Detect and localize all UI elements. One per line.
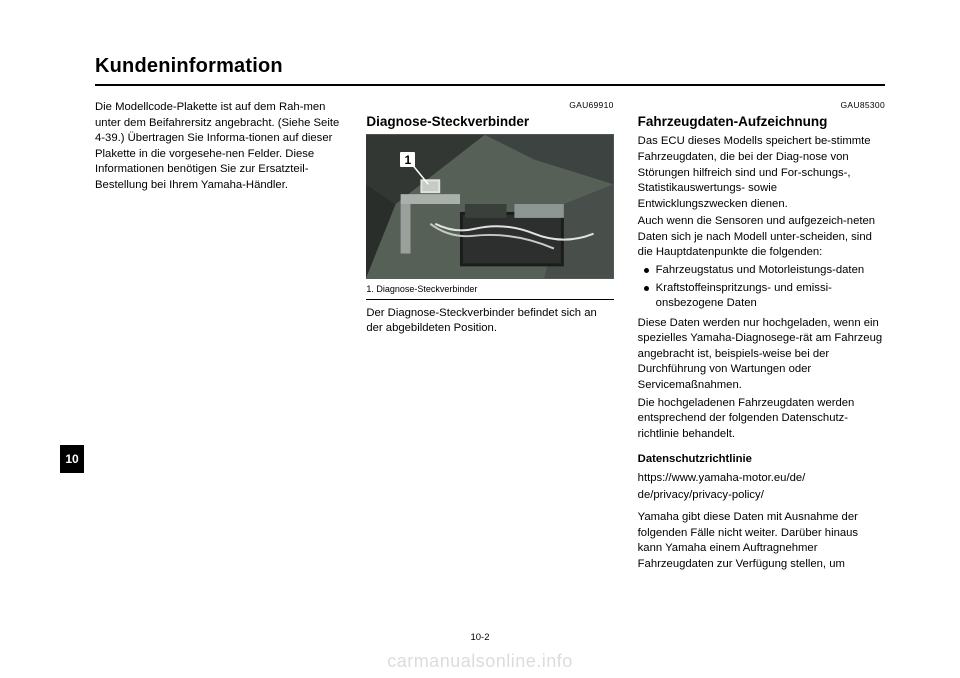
section-code: GAU85300 xyxy=(638,100,885,112)
page-title: Kundeninformation xyxy=(95,55,885,78)
list-item: Fahrzeugstatus und Motorleistungs-daten xyxy=(638,263,885,279)
col3-paragraph-5: Yamaha gibt diese Daten mit Ausnahme der… xyxy=(638,510,885,572)
diagnostic-connector-figure: 1 xyxy=(366,134,613,279)
col3-paragraph-4: Die hochgeladenen Fahrzeugdaten werden e… xyxy=(638,396,885,443)
bullet-list: Fahrzeugstatus und Motorleistungs-daten … xyxy=(638,263,885,312)
column-3: GAU85300 Fahrzeugdaten-Aufzeichnung Das … xyxy=(638,100,885,574)
section-heading: Fahrzeugdaten-Aufzeichnung xyxy=(638,113,885,132)
col3-paragraph-1: Das ECU dieses Modells speichert be-stim… xyxy=(638,134,885,212)
content-columns: Die Modellcode-Plakette ist auf dem Rah-… xyxy=(95,100,885,574)
manual-page: Kundeninformation Die Modellcode-Plakett… xyxy=(0,0,960,678)
watermark: carmanualsonline.info xyxy=(0,651,960,672)
column-2: GAU69910 Diagnose-Steckverbinder xyxy=(366,100,613,574)
column-1: Die Modellcode-Plakette ist auf dem Rah-… xyxy=(95,100,342,574)
figure-caption: 1. Diagnose-Steckverbinder xyxy=(366,283,613,299)
list-item: Kraftstoffeinspritzungs- und emissi-onsb… xyxy=(638,281,885,312)
page-header: Kundeninformation xyxy=(95,55,885,86)
col3-paragraph-2: Auch wenn die Sensoren und aufgezeich-ne… xyxy=(638,214,885,261)
col3-paragraph-3: Diese Daten werden nur hochgeladen, wenn… xyxy=(638,316,885,394)
privacy-url-line2: de/privacy/privacy-policy/ xyxy=(638,488,885,504)
page-footer: 10-2 xyxy=(0,632,960,643)
subheading-privacy: Datenschutzrichtlinie xyxy=(638,452,885,468)
section-heading: Diagnose-Steckverbinder xyxy=(366,113,613,132)
chapter-tab: 10 xyxy=(60,445,84,473)
privacy-url-line1: https://www.yamaha-motor.eu/de/ xyxy=(638,471,885,487)
col1-paragraph: Die Modellcode-Plakette ist auf dem Rah-… xyxy=(95,100,342,193)
col2-paragraph: Der Diagnose-Steckverbinder befindet sic… xyxy=(366,306,613,337)
figure-callout-1: 1 xyxy=(400,152,415,167)
section-code: GAU69910 xyxy=(366,100,613,112)
